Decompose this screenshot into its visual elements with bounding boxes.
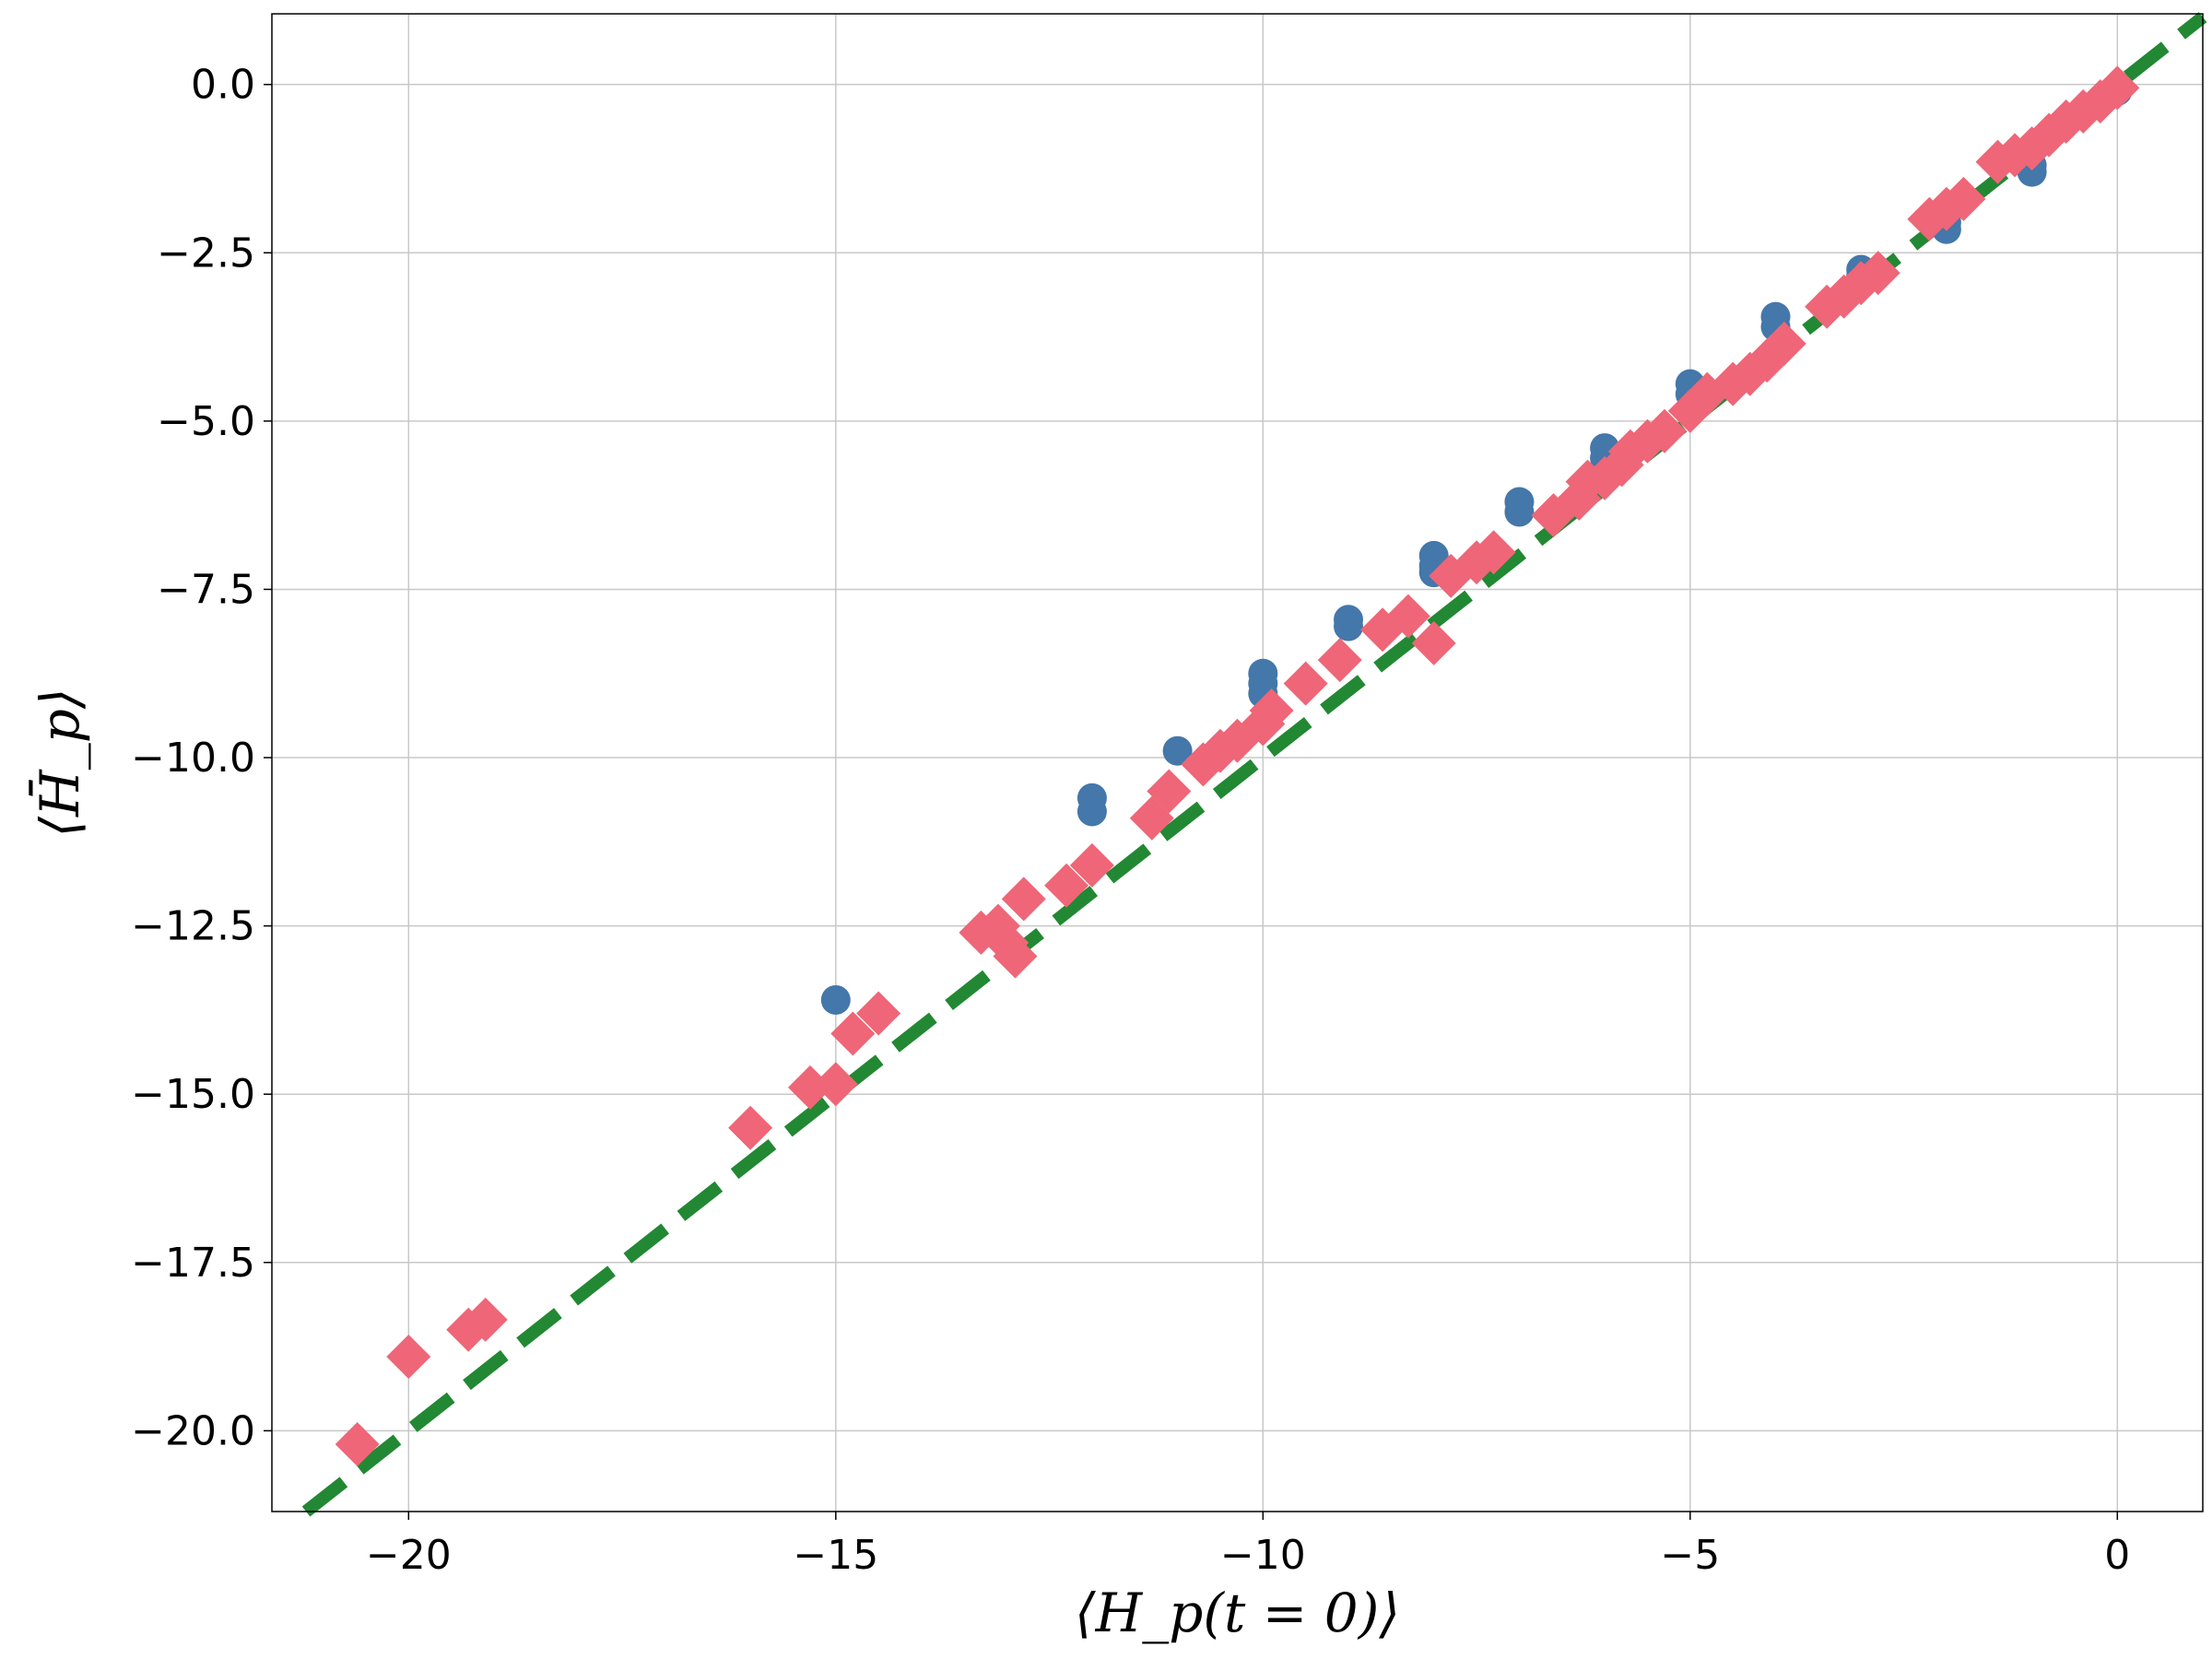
- diamond-point: [2095, 65, 2140, 111]
- diamond-point: [813, 1062, 858, 1107]
- diamond-point: [335, 1421, 380, 1466]
- diamond-point: [1385, 594, 1430, 639]
- diamond-point: [1283, 661, 1328, 706]
- reference-line-layer: [301, 12, 2207, 1517]
- diamond-point: [1249, 688, 1294, 733]
- diamond-point: [1411, 620, 1456, 665]
- diamond-point: [1641, 408, 1687, 453]
- y-tick-label: −15.0: [131, 1071, 255, 1118]
- series-layer: [335, 65, 2140, 1466]
- y-tick-label: −12.5: [131, 903, 255, 950]
- x-axis-label: ⟨H_p(t = 0)⟩: [1075, 1582, 1400, 1644]
- plot-frame: [271, 13, 2204, 1512]
- diamond-point: [1147, 769, 1192, 814]
- diamond-point: [1941, 176, 1986, 221]
- circle-point: [1504, 497, 1535, 527]
- circle-point: [1334, 611, 1364, 641]
- tick-layer: −20 −15 −10 −5 0 0.0 −2.5 −5.0 −7.5 −10.0 −12.5 −15…: [131, 62, 2130, 1579]
- y-tick-label: −10.0: [131, 735, 255, 782]
- diamond-point: [1855, 251, 1900, 296]
- diamond-point: [1001, 877, 1046, 922]
- x-tick-label: −20: [366, 1532, 452, 1579]
- circle-point: [1077, 796, 1107, 827]
- y-tick-label: −17.5: [131, 1240, 255, 1287]
- diamond-point: [1317, 638, 1362, 683]
- diamond-point: [1471, 530, 1516, 575]
- diamond-point: [830, 1011, 876, 1056]
- y-tick-label: 0.0: [191, 62, 255, 109]
- circle-point: [820, 984, 851, 1015]
- diamond-point: [788, 1065, 833, 1110]
- x-tick-label: 0: [2104, 1532, 2130, 1579]
- x-tick-label: −10: [1220, 1532, 1306, 1579]
- diamond-point: [1044, 863, 1089, 908]
- y-tick-label: −7.5: [157, 566, 255, 613]
- x-tick-label: −15: [793, 1532, 878, 1579]
- grid: [272, 14, 2203, 1512]
- diamond-point: [1761, 321, 1806, 366]
- diamond-point: [463, 1297, 508, 1342]
- y-axis-label: ⟨H̄_p⟩: [28, 688, 91, 838]
- circle-point: [1162, 735, 1193, 766]
- diamond-point: [856, 991, 901, 1036]
- reference-line: [301, 12, 2207, 1517]
- diamond-point: [728, 1105, 773, 1150]
- diamond-point: [386, 1335, 431, 1380]
- y-tick-label: −2.5: [157, 229, 255, 276]
- y-tick-label: −20.0: [131, 1407, 255, 1454]
- x-tick-label: −5: [1660, 1532, 1720, 1579]
- y-tick-label: −5.0: [157, 398, 255, 445]
- diamond-point: [1069, 842, 1114, 888]
- diamond-point: [993, 934, 1038, 979]
